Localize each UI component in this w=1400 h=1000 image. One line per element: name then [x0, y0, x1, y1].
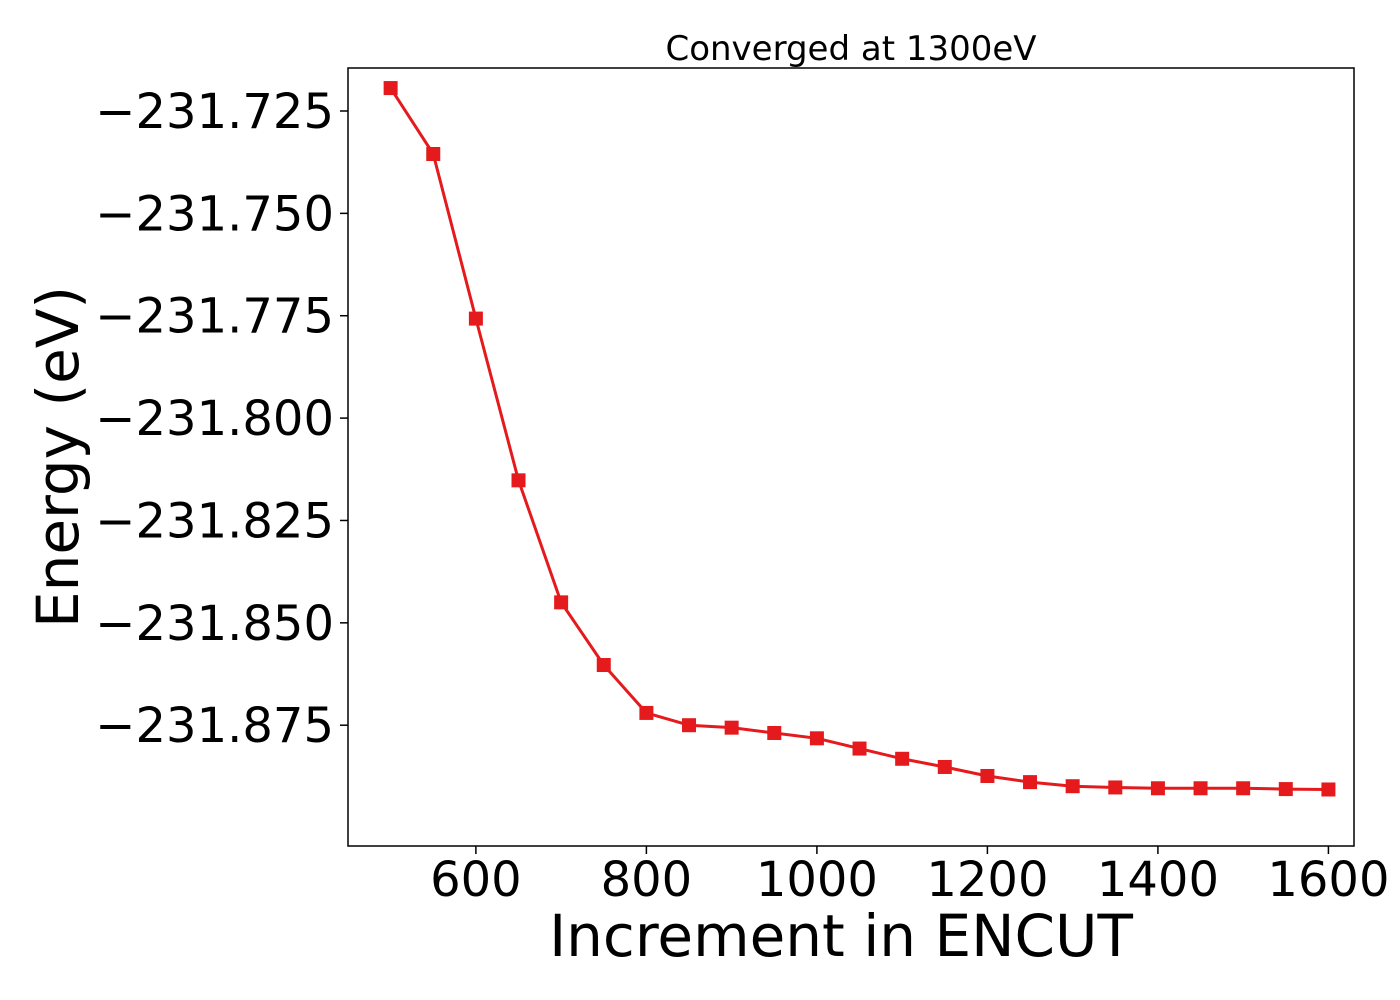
series-line: [389, 87, 1329, 791]
series-layer: [383, 81, 1336, 797]
x-tick-label: 1600: [1267, 852, 1389, 908]
data-point-marker: [895, 751, 910, 766]
data-point-marker: [980, 768, 995, 783]
data-point-marker: [554, 595, 569, 610]
x-tick-label: 1400: [1097, 852, 1219, 908]
data-point-marker: [1065, 779, 1080, 794]
x-tick-label: 1000: [756, 852, 878, 908]
data-point-marker: [1236, 781, 1251, 796]
y-tick-label: −231.775: [95, 289, 334, 345]
y-tick-label: −231.825: [95, 493, 334, 549]
y-axis-title: Energy (eV): [24, 286, 92, 628]
data-point-marker: [1150, 781, 1165, 796]
data-point-marker: [852, 741, 867, 756]
data-point-marker: [767, 725, 782, 740]
data-point-marker: [596, 658, 611, 673]
data-point-marker: [809, 731, 824, 746]
plot-area-frame: [347, 67, 1355, 847]
y-axis-ticks: −231.725 −231.750 −231.775 −231.800 −231.825…: [95, 84, 348, 754]
data-point-marker: [1023, 775, 1038, 790]
data-point-marker: [468, 311, 483, 326]
data-point-marker: [639, 705, 654, 720]
x-tick-label: 1200: [926, 852, 1048, 908]
x-axis-ticks: 600 800 1000 1200 1400 1600: [430, 846, 1390, 908]
x-tick-label: 600: [430, 852, 522, 908]
data-point-marker: [1193, 781, 1208, 796]
data-point-marker: [724, 720, 739, 735]
data-point-marker: [383, 81, 398, 96]
y-tick-label: −231.800: [95, 391, 334, 447]
y-tick-label: −231.850: [95, 596, 334, 652]
data-point-marker: [1278, 782, 1293, 797]
data-point-marker: [511, 473, 526, 488]
x-tick-label: 800: [601, 852, 693, 908]
data-point-marker: [1321, 782, 1336, 797]
y-tick-label: −231.725: [95, 84, 334, 140]
y-tick-label: −231.875: [95, 698, 334, 754]
data-point-marker: [682, 718, 697, 733]
x-axis-title: Increment in ENCUT: [549, 902, 1133, 970]
y-tick-label: −231.750: [95, 186, 334, 242]
data-point-marker: [937, 759, 952, 774]
data-point-marker: [1108, 780, 1123, 795]
chart-title: Converged at 1300eV: [665, 29, 1036, 69]
data-point-marker: [426, 146, 441, 161]
